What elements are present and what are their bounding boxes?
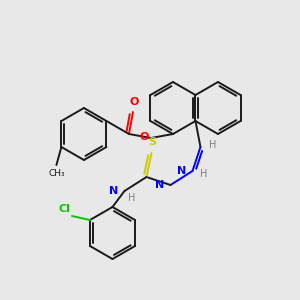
Text: H: H: [128, 193, 136, 203]
Text: N: N: [155, 180, 164, 190]
Text: N: N: [177, 166, 187, 176]
Text: Cl: Cl: [58, 204, 70, 214]
Text: O: O: [140, 132, 149, 142]
Text: CH₃: CH₃: [48, 169, 65, 178]
Text: H: H: [209, 140, 217, 150]
Text: S: S: [148, 137, 157, 147]
Text: H: H: [200, 169, 208, 179]
Text: N: N: [109, 186, 119, 196]
Text: O: O: [129, 97, 139, 107]
